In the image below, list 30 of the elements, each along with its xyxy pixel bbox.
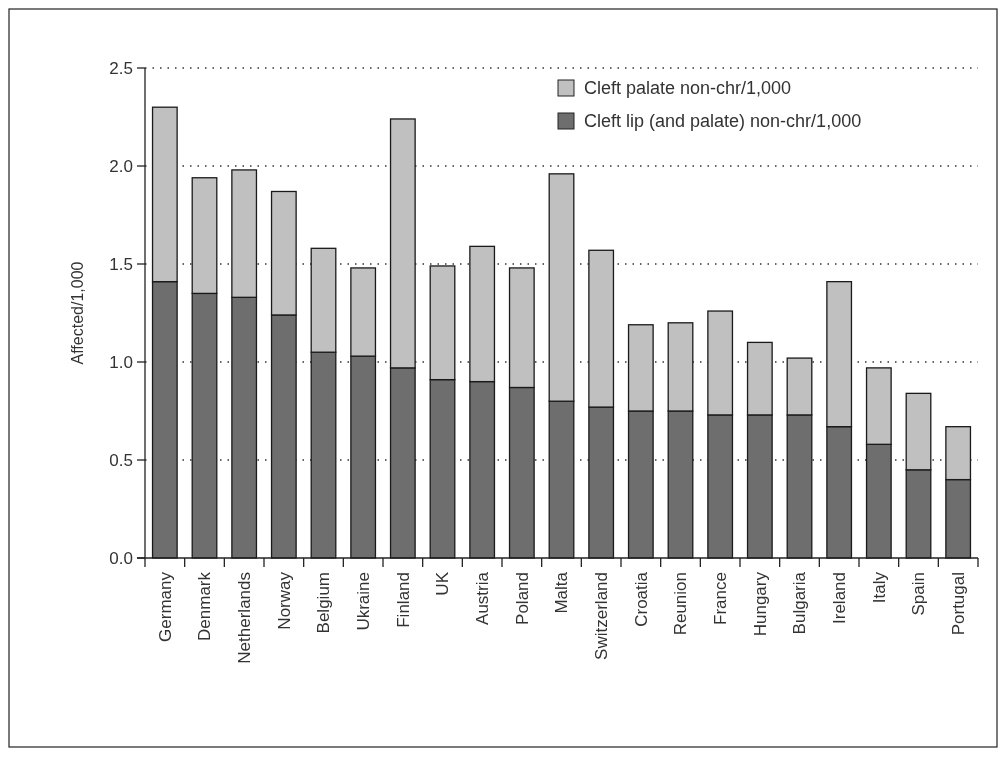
x-tick-label: France (711, 572, 731, 625)
x-tick-label: UK (433, 571, 453, 596)
legend-label: Cleft lip (and palate) non-chr/1,000 (584, 111, 862, 132)
x-tick-label: Denmark (195, 571, 215, 641)
x-tick-label: Spain (909, 572, 929, 616)
x-tick-label: Germany (155, 571, 175, 642)
x-tick-label: Finland (393, 572, 413, 628)
x-tick-label: Bulgaria (790, 571, 810, 635)
x-tick-label: Ireland (830, 572, 850, 624)
y-tick-label: 0.5 (109, 450, 133, 470)
x-tick-label: Portugal (949, 572, 969, 636)
y-tick-label: 1.5 (109, 254, 133, 274)
x-tick-label: Hungary (750, 571, 770, 637)
x-tick-label: Netherlands (235, 572, 255, 664)
x-tick-label: Austria (473, 571, 493, 625)
x-tick-label: Belgium (314, 572, 334, 634)
x-tick-label: Poland (512, 572, 532, 625)
x-tick-label: Ukraine (354, 572, 374, 631)
y-tick-label: 1.0 (109, 352, 133, 372)
x-tick-label: Malta (552, 571, 572, 614)
y-axis-title: Affected/1,000 (69, 261, 86, 365)
legend-label: Cleft palate non-chr/1,000 (584, 78, 792, 99)
y-tick-label: 0.0 (109, 548, 133, 568)
x-tick-label: Croatia (631, 571, 651, 627)
x-tick-label: Reunion (671, 572, 691, 636)
x-tick-label: Norway (274, 571, 294, 630)
x-tick-label: Switzerland (592, 572, 612, 660)
x-tick-label: Italy (869, 571, 889, 604)
y-tick-label: 2.5 (109, 58, 133, 78)
y-tick-label: 2.0 (109, 156, 133, 176)
